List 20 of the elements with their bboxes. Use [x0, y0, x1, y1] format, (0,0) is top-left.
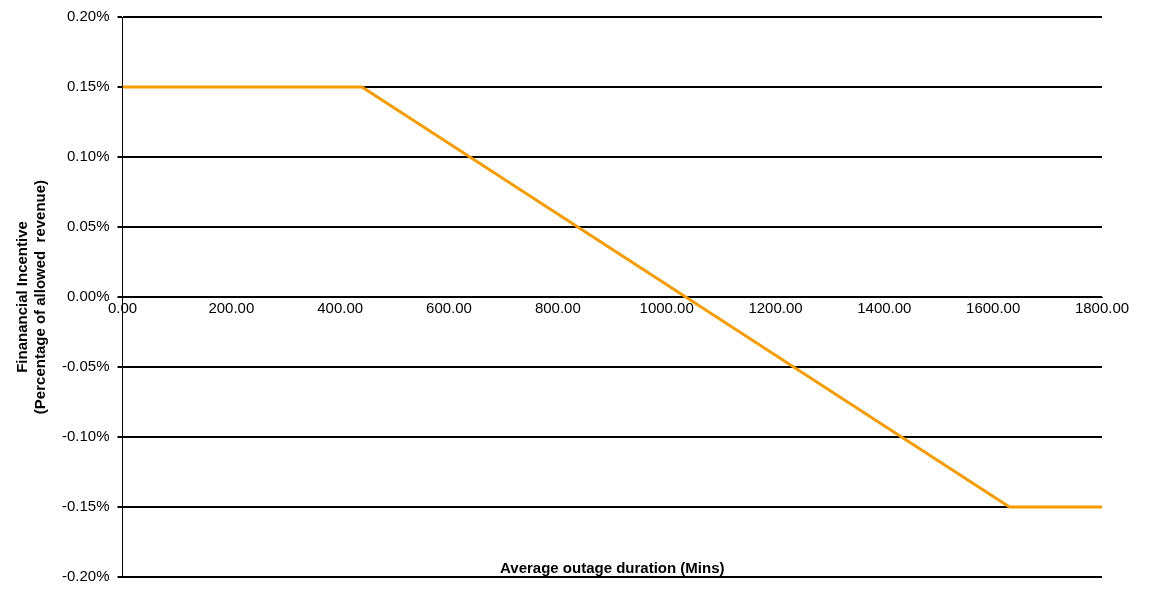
x-tick-label: 1000.00 — [639, 299, 694, 317]
y-axis-title: Finanancial Incentive (Percentage of allowed revenue) — [13, 179, 49, 415]
y-tick-label: -0.15% — [62, 497, 110, 515]
x-tick-label: 400.00 — [317, 299, 364, 317]
x-tick-label: 800.00 — [534, 299, 581, 317]
y-tick-label: 0.00% — [66, 287, 110, 305]
x-tick-label: 1800.00 — [1074, 299, 1130, 317]
y-tick-label: 0.05% — [66, 217, 110, 235]
y-tick-label: -0.05% — [62, 357, 110, 375]
x-tick-label: 1200.00 — [748, 299, 803, 317]
x-tick-label: 1600.00 — [966, 299, 1021, 317]
y-tick-label: -0.10% — [62, 427, 110, 445]
x-tick-label: 1400.00 — [857, 299, 912, 317]
y-tick-label: 0.10% — [66, 147, 110, 165]
y-tick-label: 0.20% — [66, 7, 110, 25]
x-axis-title: Average outage duration (Mins) — [500, 559, 725, 577]
x-tick-label: 600.00 — [426, 299, 472, 317]
y-tick-label: -0.20% — [62, 567, 110, 585]
y-tick-label: 0.15% — [66, 77, 110, 95]
x-tick-label: 200.00 — [208, 299, 255, 317]
